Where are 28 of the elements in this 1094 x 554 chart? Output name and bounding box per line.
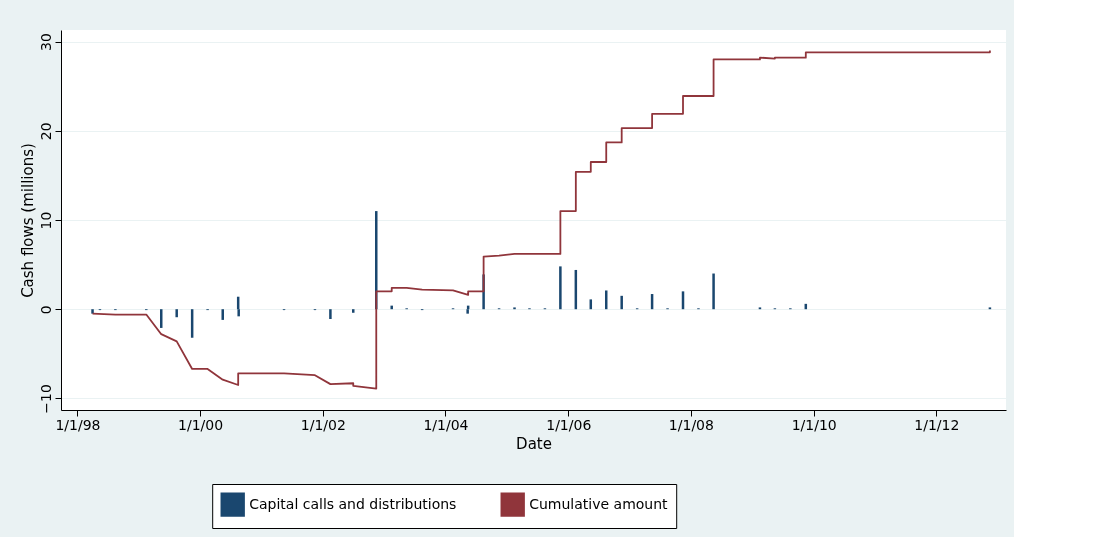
bar bbox=[221, 309, 224, 320]
y-tick-label: 30 bbox=[37, 33, 54, 52]
y-tick-label: −10 bbox=[37, 384, 54, 414]
x-tick-label: 1/1/98 bbox=[55, 416, 101, 433]
y-tick-label: 0 bbox=[37, 305, 54, 315]
bar bbox=[91, 309, 94, 314]
line-series bbox=[91, 49, 991, 390]
y-tick-label: 10 bbox=[37, 211, 54, 230]
y-tick-label: 20 bbox=[37, 122, 54, 141]
bar bbox=[559, 266, 562, 310]
bar bbox=[329, 309, 332, 320]
x-tick-label: 1/1/04 bbox=[423, 416, 469, 433]
x-tick-label: 1/1/12 bbox=[914, 416, 960, 433]
x-tick-label: 1/1/00 bbox=[178, 416, 224, 433]
bar bbox=[175, 309, 178, 318]
legend-label: Capital calls and distributions bbox=[249, 495, 457, 512]
x-tick-label: 1/1/10 bbox=[791, 416, 837, 433]
x-tick-label: 1/1/06 bbox=[546, 416, 592, 433]
x-tick-label: 1/1/08 bbox=[668, 416, 714, 433]
bar bbox=[620, 295, 623, 310]
x-tick-label: 1/1/02 bbox=[300, 416, 346, 433]
bar bbox=[712, 273, 715, 310]
x-axis-title: Date bbox=[516, 434, 552, 453]
legend-label: Cumulative amount bbox=[529, 495, 669, 512]
bar bbox=[352, 309, 355, 313]
bar bbox=[390, 305, 393, 310]
y-axis-title: Cash flows (millions) bbox=[18, 143, 37, 298]
bar bbox=[466, 309, 469, 314]
